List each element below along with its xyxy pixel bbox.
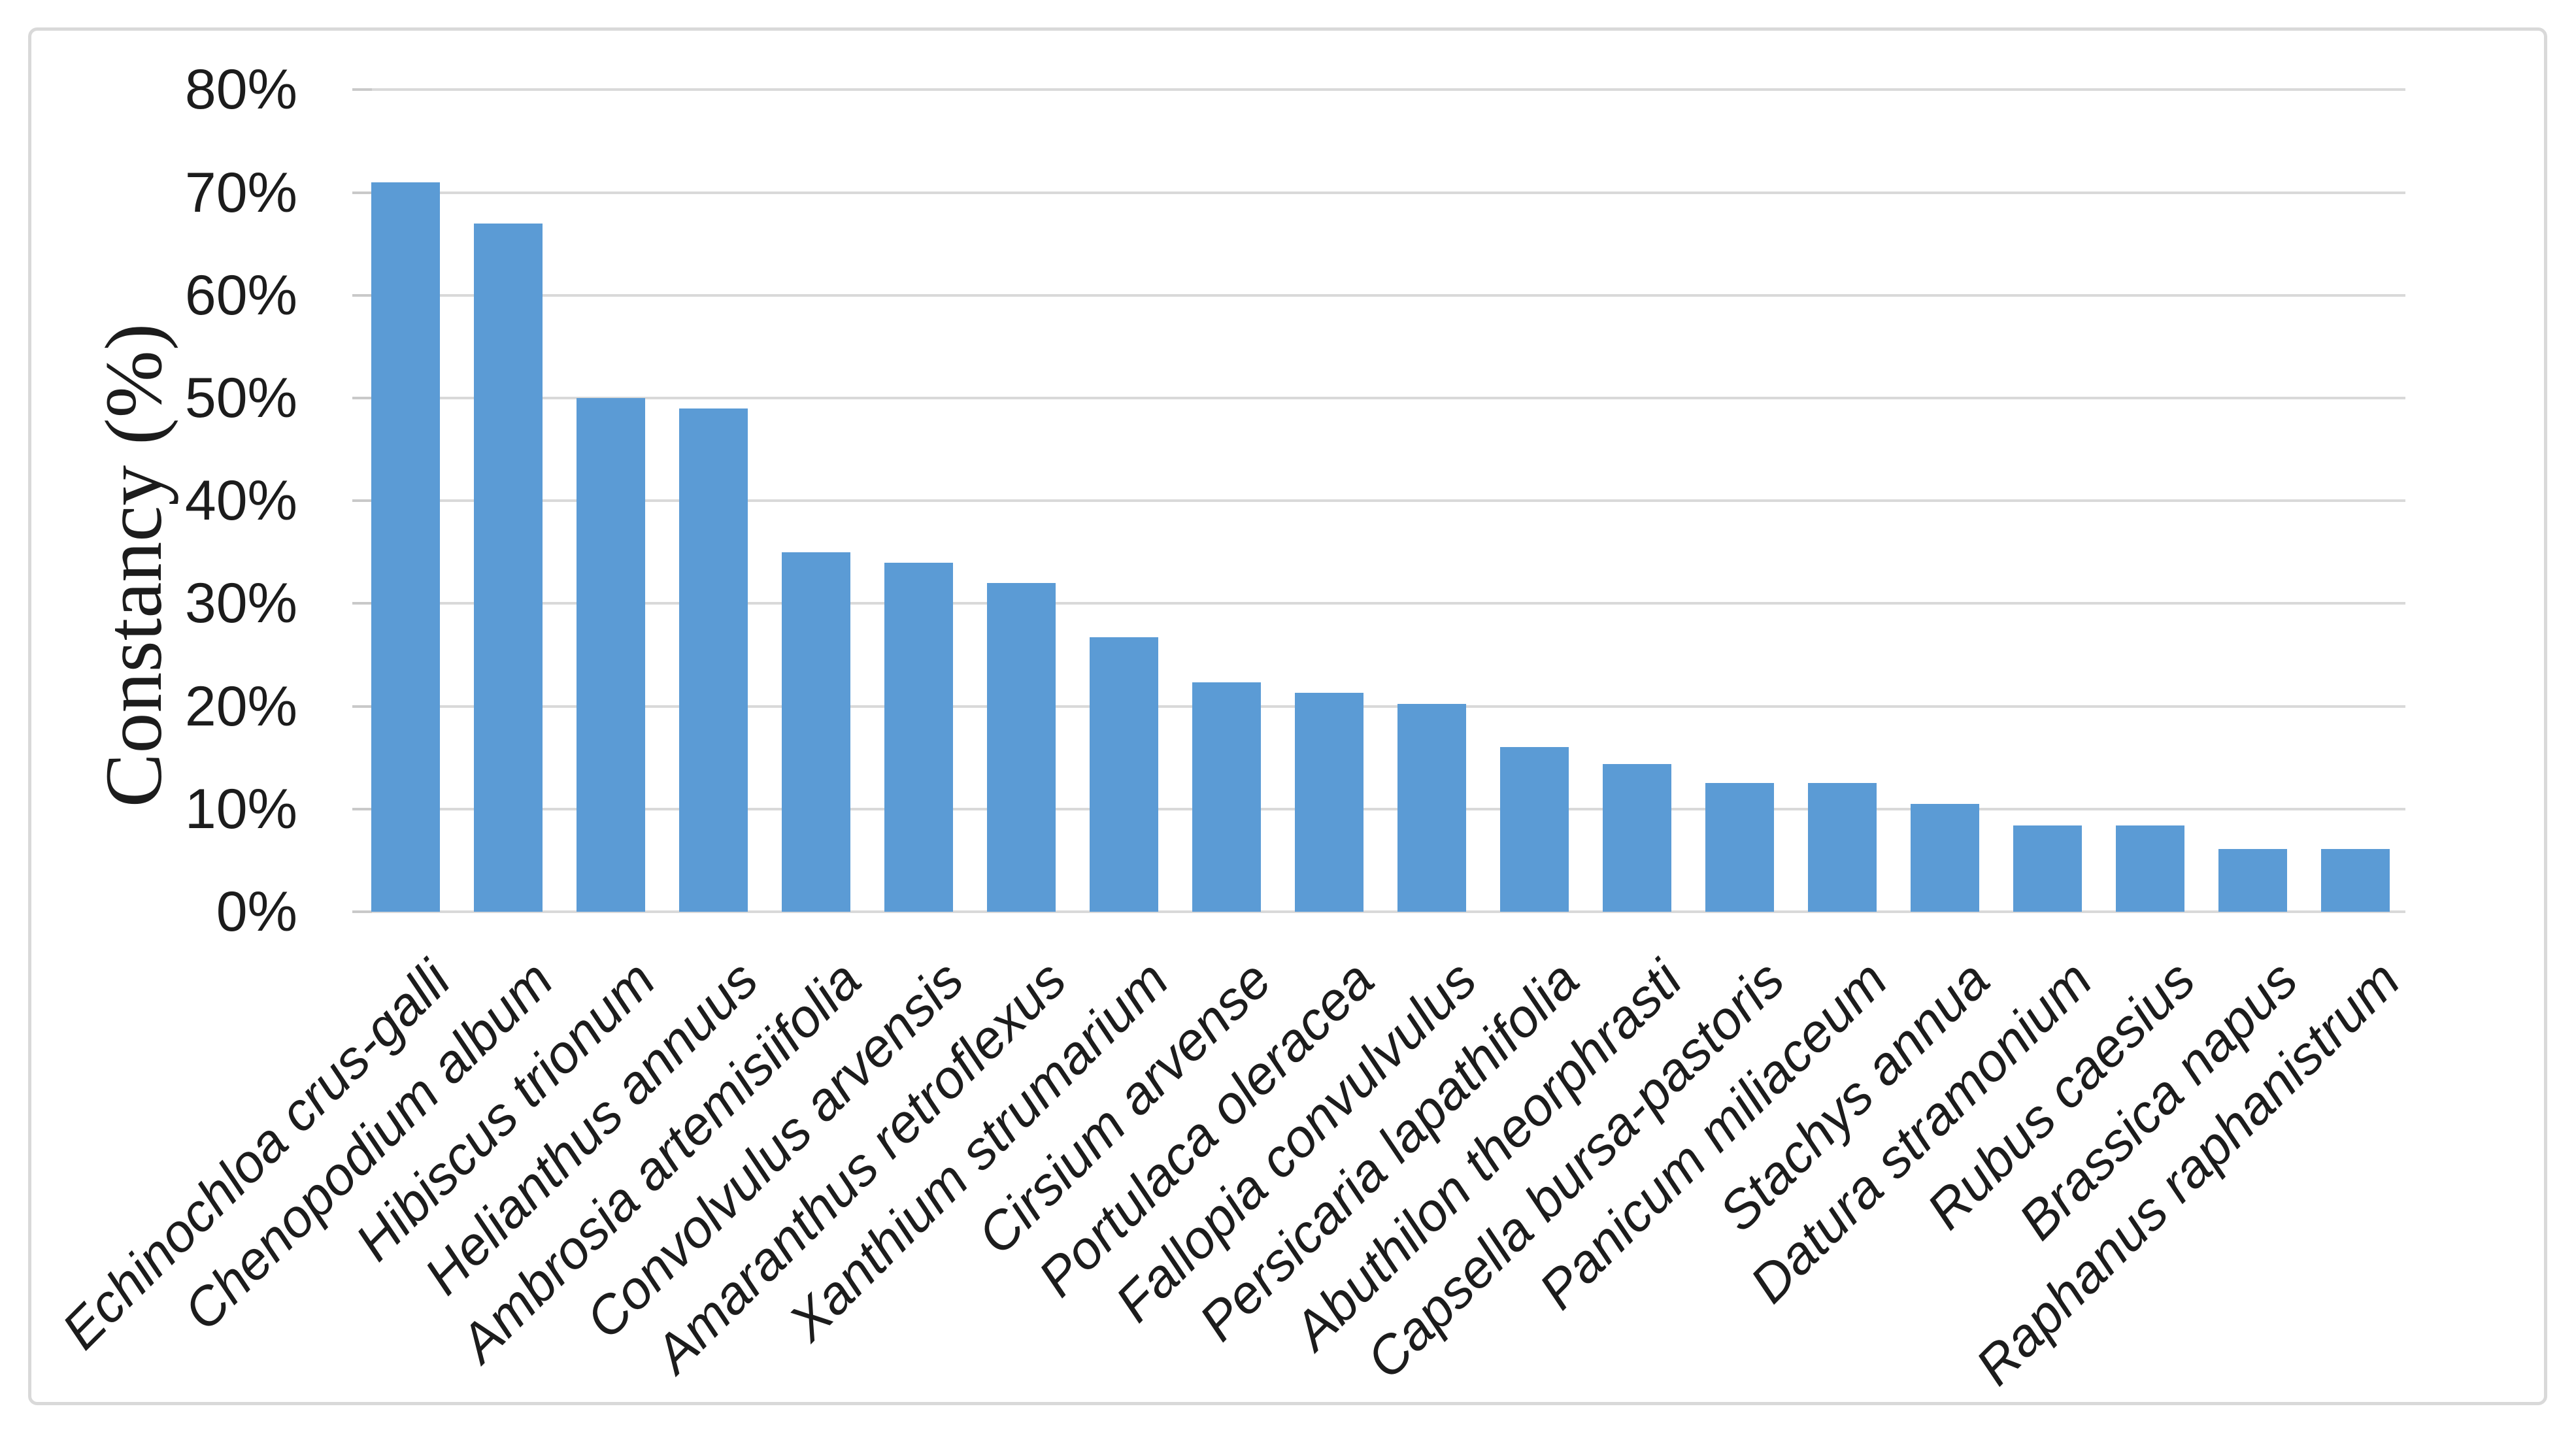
bar-helianthus-annuus <box>679 408 748 912</box>
gridline-10% <box>369 807 2405 810</box>
y-tick-mark-10% <box>352 807 372 810</box>
gridline-30% <box>369 602 2405 605</box>
bar-convolvulus-arvensis <box>884 563 953 912</box>
gridline-50% <box>369 397 2405 399</box>
bar-raphanus-raphanistrum <box>2321 849 2390 912</box>
gridline-80% <box>369 88 2405 92</box>
y-tick-label-80%: 80% <box>184 58 297 122</box>
y-tick-label-60%: 60% <box>184 263 297 327</box>
gridline-60% <box>369 293 2405 297</box>
y-tick-label-30%: 30% <box>184 572 297 635</box>
bar-portulaca-oleracea <box>1295 693 1363 912</box>
gridline-0% <box>369 910 2405 913</box>
bar-amaranthus-retroflexus <box>987 583 1056 912</box>
bar-panicum-miliaceum <box>1808 783 1877 912</box>
bar-hibiscus-trionum <box>577 398 645 912</box>
gridline-20% <box>369 705 2405 708</box>
bar-datura-stramonium <box>2013 825 2082 912</box>
y-tick-mark-70% <box>352 191 372 194</box>
y-tick-mark-30% <box>352 602 372 605</box>
y-tick-mark-20% <box>352 705 372 708</box>
y-tick-mark-60% <box>352 293 372 297</box>
bar-persicaria-lapathifolia <box>1500 747 1569 912</box>
y-tick-mark-0% <box>352 910 372 913</box>
bar-xanthium-strumarium <box>1090 637 1158 912</box>
bar-chenopodium-album <box>474 224 543 912</box>
y-tick-mark-50% <box>352 397 372 399</box>
y-tick-label-0%: 0% <box>216 880 297 943</box>
y-tick-label-40%: 40% <box>184 469 297 533</box>
y-tick-mark-40% <box>352 499 372 503</box>
bar-brassica-napus <box>2218 849 2287 912</box>
y-tick-label-50%: 50% <box>184 367 297 429</box>
y-tick-mark-80% <box>352 88 372 92</box>
bar-echinochloa-crus-galli <box>371 182 440 912</box>
chart-border <box>28 27 2547 1405</box>
bar-stachys-annua <box>1911 804 1979 912</box>
y-tick-label-20%: 20% <box>184 674 297 738</box>
bar-rubus-caesius <box>2116 825 2184 912</box>
bar-abuthilon-theorphrasti <box>1603 764 1671 912</box>
bar-capsella-bursa-pastoris <box>1705 783 1774 912</box>
bar-cirsium-arvense <box>1192 682 1261 912</box>
y-tick-label-10%: 10% <box>184 777 297 841</box>
y-tick-label-70%: 70% <box>184 161 297 224</box>
gridline-40% <box>369 499 2405 503</box>
bar-fallopia-convulvulus <box>1397 704 1466 912</box>
gridline-70% <box>369 191 2405 194</box>
bar-ambrosia-artemisiifolia <box>782 552 850 912</box>
